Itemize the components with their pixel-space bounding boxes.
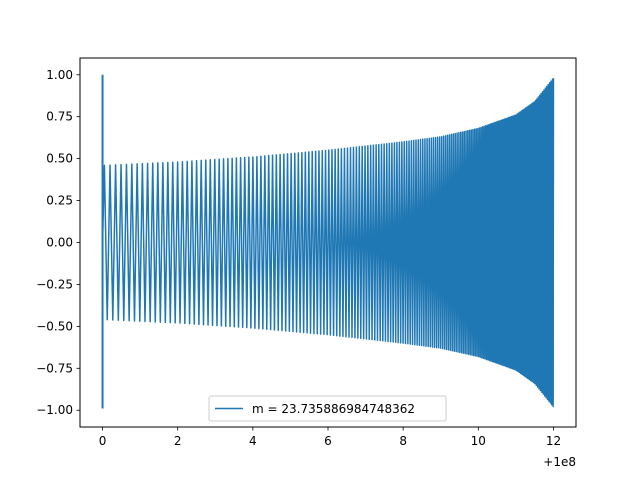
y-tick-label: 0.75 (46, 110, 73, 124)
x-tick-label: 4 (249, 434, 257, 448)
y-tick-label: 1.00 (46, 68, 73, 82)
x-tick-label: 10 (471, 434, 486, 448)
x-tick-label: 8 (399, 434, 407, 448)
x-axis: 0 2 4 6 8 10 12 (99, 427, 561, 448)
x-tick-label: 0 (99, 434, 107, 448)
x-tick-label: 2 (174, 434, 182, 448)
x-tick-label: 6 (324, 434, 332, 448)
y-tick-label: 0.25 (46, 194, 73, 208)
x-offset-label: +1e8 (543, 455, 576, 469)
y-axis: 1.00 0.75 0.50 0.25 0.00 −0.25 −0.50 −0.75 −1.00 (36, 68, 80, 417)
series-layer (101, 74, 555, 409)
legend-label: m = 23.735886984748362 (252, 402, 415, 416)
legend-box (208, 395, 447, 422)
y-tick-label: 0.50 (46, 152, 73, 166)
y-tick-label: 0.00 (46, 236, 73, 250)
y-tick-label: −1.00 (36, 403, 73, 417)
series-line (101, 78, 555, 408)
x-tick-label: 12 (546, 434, 561, 448)
y-tick-label: −0.50 (36, 319, 73, 333)
legend: m = 23.735886984748362 (208, 395, 447, 422)
y-tick-label: −0.75 (36, 361, 73, 375)
y-tick-label: −0.25 (36, 277, 73, 291)
